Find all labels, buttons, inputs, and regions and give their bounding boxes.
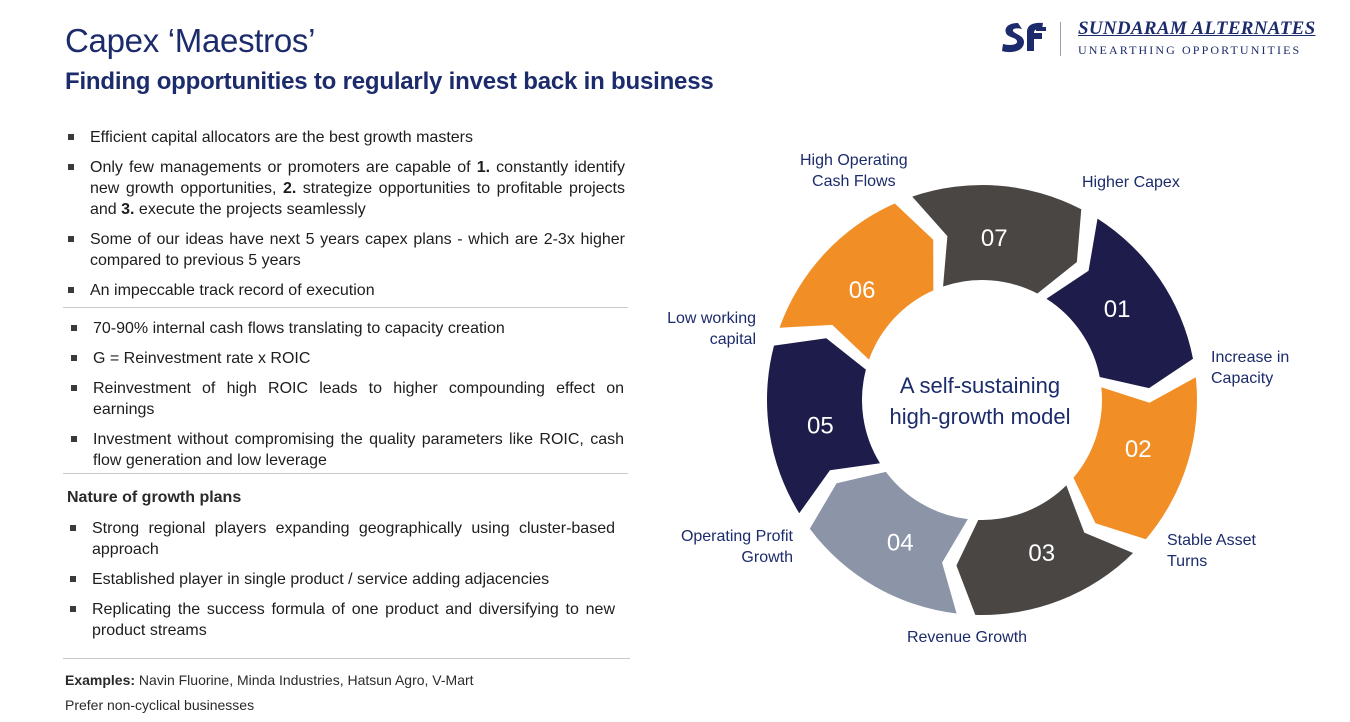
cycle-center-label: A self-sustaining high-growth model <box>880 370 1080 432</box>
cycle-segment-02 <box>1073 377 1197 540</box>
stage-label-line: Turns <box>1167 553 1208 570</box>
bullet-item: Reinvestment of high ROIC leads to highe… <box>68 378 624 420</box>
center-line: high-growth model <box>889 404 1071 429</box>
logo-divider <box>1060 22 1061 56</box>
cycle-stage-label: Increase in Capacity <box>1211 347 1289 389</box>
cycle-stage-label: Stable Asset Turns <box>1167 530 1256 572</box>
cycle-segment-number: 04 <box>887 530 914 557</box>
center-line: A self-sustaining <box>899 373 1061 398</box>
cycle-segment-number: 06 <box>849 277 876 304</box>
bullet-item: Established player in single product / s… <box>67 569 615 590</box>
bullet-text: constantly identify new growth opportuni… <box>90 159 626 197</box>
bullet-item: 70-90% internal cash flows translating t… <box>68 318 624 339</box>
stage-label-line: Cash Flows <box>812 173 896 190</box>
bullet-item: Replicating the success formula of one p… <box>67 599 615 641</box>
bullet-item: Efficient capital allocators are the bes… <box>65 127 625 148</box>
stage-label-line: Low working <box>667 310 756 327</box>
section-divider <box>63 473 628 474</box>
sf-logo-icon <box>1002 22 1046 53</box>
stage-label-line: Stable Asset <box>1167 532 1256 549</box>
bullet-item: G = Reinvestment rate x ROIC <box>68 348 624 369</box>
bullet-item-managements: Only few managements or promoters are ca… <box>65 157 625 220</box>
cycle-segment-number: 07 <box>981 225 1008 252</box>
brand-tagline: UNEARTHING OPPORTUNITIES <box>1078 43 1302 57</box>
examples-text: Navin Fluorine, Minda Industries, Hatsun… <box>135 672 474 688</box>
bullet-item: Some of our ideas have next 5 years cape… <box>65 229 625 271</box>
cycle-segment-number: 05 <box>807 412 834 439</box>
stage-label-line: capital <box>709 331 756 348</box>
section-divider <box>63 658 630 659</box>
bullet-list-growth-plans: Strong regional players expanding geogra… <box>67 518 615 650</box>
stage-label-line: Capacity <box>1211 370 1274 387</box>
bullet-list-reinvestment: 70-90% internal cash flows translating t… <box>68 318 624 480</box>
company-logo: SUNDARAM ALTERNATES UNEARTHING OPPORTUNI… <box>1000 18 1330 58</box>
stage-label-line: Operating Profit <box>680 528 793 545</box>
cycle-segment-number: 03 <box>1028 540 1055 567</box>
cycle-stage-label: Revenue Growth <box>877 627 1057 648</box>
bullet-item: An impeccable track record of execution <box>65 280 625 301</box>
stage-label-line: Growth <box>741 549 793 566</box>
growth-plans-heading: Nature of growth plans <box>67 489 242 506</box>
cycle-stage-label: Operating Profit Growth <box>655 526 793 568</box>
cycle-stage-label: Higher Capex <box>1082 172 1180 193</box>
step-number: 3. <box>121 201 135 218</box>
bullet-text: Only few managements or promoters are ca… <box>90 159 477 176</box>
stage-label-line: Higher Capex <box>1082 174 1180 191</box>
page-title: Capex ‘Maestros’ <box>65 22 316 59</box>
cycle-stage-label: High Operating Cash Flows <box>800 150 908 192</box>
cycle-segment-06 <box>779 203 934 360</box>
step-number: 1. <box>476 159 491 176</box>
cycle-segment-01 <box>1046 218 1193 389</box>
stage-label-line: High Operating <box>800 152 908 169</box>
examples-label: Examples: <box>65 672 136 688</box>
cycle-segment-07 <box>912 185 1082 294</box>
cycle-segment-04 <box>809 471 968 614</box>
cycle-segment-number: 02 <box>1125 436 1152 463</box>
bullet-item: Investment without compromising the qual… <box>68 429 624 471</box>
examples-line: Examples: Navin Fluorine, Minda Industri… <box>65 672 474 688</box>
prefer-note: Prefer non-cyclical businesses <box>65 697 255 713</box>
bullet-text: strategize opportunities to profitable p… <box>90 180 625 218</box>
cycle-segment-03 <box>956 485 1134 615</box>
brand-name: SUNDARAM ALTERNATES <box>1078 18 1316 39</box>
stage-label-line: Revenue Growth <box>906 629 1028 646</box>
section-divider <box>63 307 628 308</box>
step-number: 2. <box>282 180 297 197</box>
bullet-item: Strong regional players expanding geogra… <box>67 518 615 560</box>
cycle-segment-number: 01 <box>1104 296 1131 323</box>
cycle-stage-label: Low working capital <box>640 308 756 350</box>
bullet-text: execute the projects seamlessly <box>134 201 366 218</box>
stage-label-line: Increase in <box>1211 349 1290 366</box>
page-subtitle: Finding opportunities to regularly inves… <box>65 68 714 95</box>
bullet-list-capex: Efficient capital allocators are the bes… <box>65 127 625 310</box>
cycle-segment-05 <box>767 338 880 514</box>
